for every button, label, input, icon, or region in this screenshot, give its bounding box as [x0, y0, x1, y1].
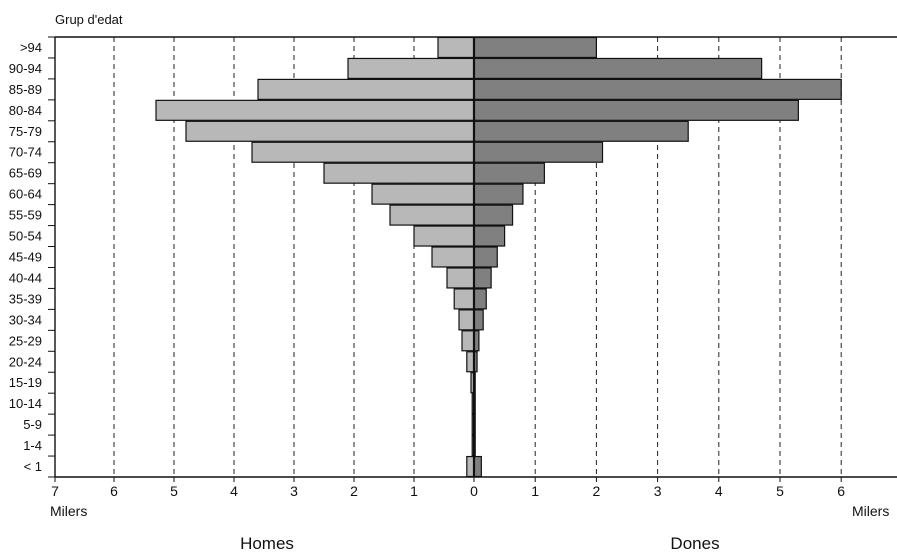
x-tick-label: 6 [837, 483, 845, 499]
bar-dones [473, 99, 799, 121]
bar-dones [473, 141, 604, 163]
bar-dones [473, 204, 514, 226]
y-tick-label: 90-94 [9, 61, 42, 76]
x-tick-label: 1 [531, 483, 539, 499]
x-tick-label: 4 [230, 483, 238, 499]
x-tick-label: 1 [410, 483, 418, 499]
y-tick-label: 1-4 [23, 438, 42, 453]
y-tick-label: 65-69 [9, 166, 42, 181]
y-tick-label: >94 [20, 40, 42, 55]
bar-homes [446, 267, 475, 289]
x-tick-label: 3 [654, 483, 662, 499]
bar-homes [453, 288, 475, 310]
bar-homes [257, 78, 475, 100]
x-tick-label: 0 [470, 483, 478, 499]
bar-dones [473, 309, 484, 331]
y-tick-label: 40-44 [9, 270, 42, 285]
bar-dones [473, 267, 492, 289]
bar-dones [473, 162, 545, 184]
bar-homes [437, 36, 475, 59]
y-tick-label: 70-74 [9, 145, 42, 160]
bar-homes [458, 309, 475, 331]
y-tick-label: 80-84 [9, 103, 42, 118]
y-tick-label: 10-14 [9, 396, 42, 411]
y-tick-label: 75-79 [9, 124, 42, 139]
y-tick-label: 85-89 [9, 82, 42, 97]
dones-label: Dones [670, 534, 719, 553]
y-tick-label: 55-59 [9, 208, 42, 223]
y-tick-label: 60-64 [9, 187, 42, 202]
y-tick-label: 35-39 [9, 291, 42, 306]
x-tick-label: 6 [110, 483, 118, 499]
bar-dones [473, 57, 763, 80]
bar-dones [473, 120, 689, 142]
bar-homes [461, 330, 475, 352]
labels: >9490-9485-8980-8475-7970-7465-6960-6455… [9, 12, 890, 553]
bar-homes [413, 225, 475, 247]
y-tick-label: 5-9 [23, 417, 42, 432]
x-tick-label: 2 [350, 483, 358, 499]
x-tick-label: 2 [593, 483, 601, 499]
bar-homes [371, 183, 475, 205]
axes [48, 36, 897, 482]
y-tick-label: 30-34 [9, 312, 42, 327]
x-tick-label: 3 [290, 483, 298, 499]
bar-homes [347, 57, 475, 80]
bar-homes [389, 204, 475, 226]
bar-dones [473, 78, 842, 100]
bar-homes [155, 99, 475, 121]
bar-dones [473, 183, 524, 205]
x-tick-label: 5 [170, 483, 178, 499]
y-tick-label: 50-54 [9, 229, 42, 244]
y-tick-label: 15-19 [9, 375, 42, 390]
y-axis-title: Grup d'edat [55, 12, 123, 27]
bar-dones [473, 288, 487, 310]
x-unit-right: Milers [852, 503, 889, 519]
bar-homes [323, 162, 475, 184]
bar-homes [251, 141, 475, 163]
x-tick-label: 5 [776, 483, 784, 499]
y-tick-label: 20-24 [9, 354, 42, 369]
bar-homes [185, 120, 475, 142]
bar-dones [473, 36, 598, 59]
bar-homes [431, 246, 475, 268]
x-unit-left: Milers [50, 503, 87, 519]
bar-dones [473, 246, 498, 268]
x-tick-label: 4 [715, 483, 723, 499]
bar-dones [473, 225, 506, 247]
homes-label: Homes [240, 534, 294, 553]
bars [155, 36, 842, 478]
y-tick-label: 45-49 [9, 250, 42, 265]
y-tick-label: 25-29 [9, 333, 42, 348]
x-tick-label: 7 [51, 483, 59, 499]
y-tick-label: < 1 [24, 459, 42, 474]
bar-dones [473, 455, 482, 478]
